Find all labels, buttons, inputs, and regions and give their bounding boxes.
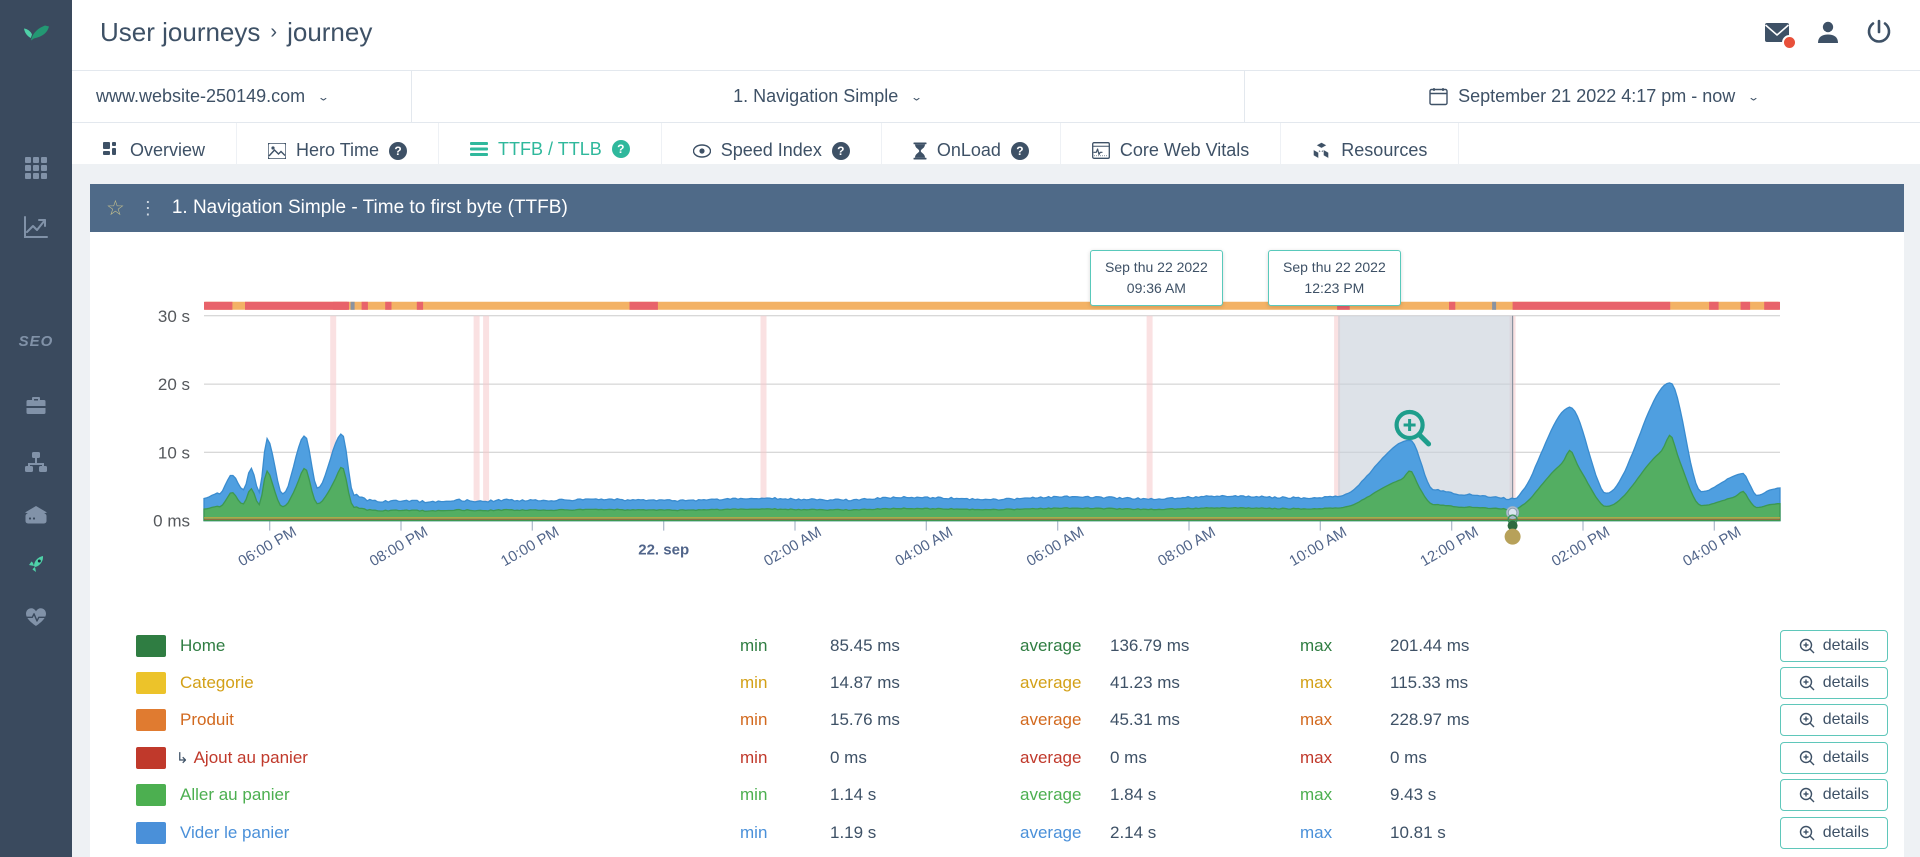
svg-text:02:00 PM: 02:00 PM [1549,523,1613,570]
svg-text:10 s: 10 s [158,443,190,462]
svg-text:04:00 PM: 04:00 PM [1680,523,1744,570]
svg-text:0 ms: 0 ms [153,512,190,531]
svg-text:10:00 PM: 10:00 PM [498,523,562,570]
svg-text:08:00 PM: 08:00 PM [367,523,431,570]
svg-text:04:00 AM: 04:00 AM [892,523,955,569]
svg-text:22. sep: 22. sep [638,542,689,559]
svg-text:30 s: 30 s [158,307,190,326]
svg-text:06:00 AM: 06:00 AM [1024,523,1087,569]
svg-text:06:00 PM: 06:00 PM [235,523,299,570]
svg-text:20 s: 20 s [158,375,190,394]
svg-text:12:00 PM: 12:00 PM [1417,523,1481,570]
svg-text:10:00 AM: 10:00 AM [1286,523,1349,569]
svg-text:02:00 AM: 02:00 AM [761,523,824,569]
svg-text:08:00 AM: 08:00 AM [1155,523,1218,569]
